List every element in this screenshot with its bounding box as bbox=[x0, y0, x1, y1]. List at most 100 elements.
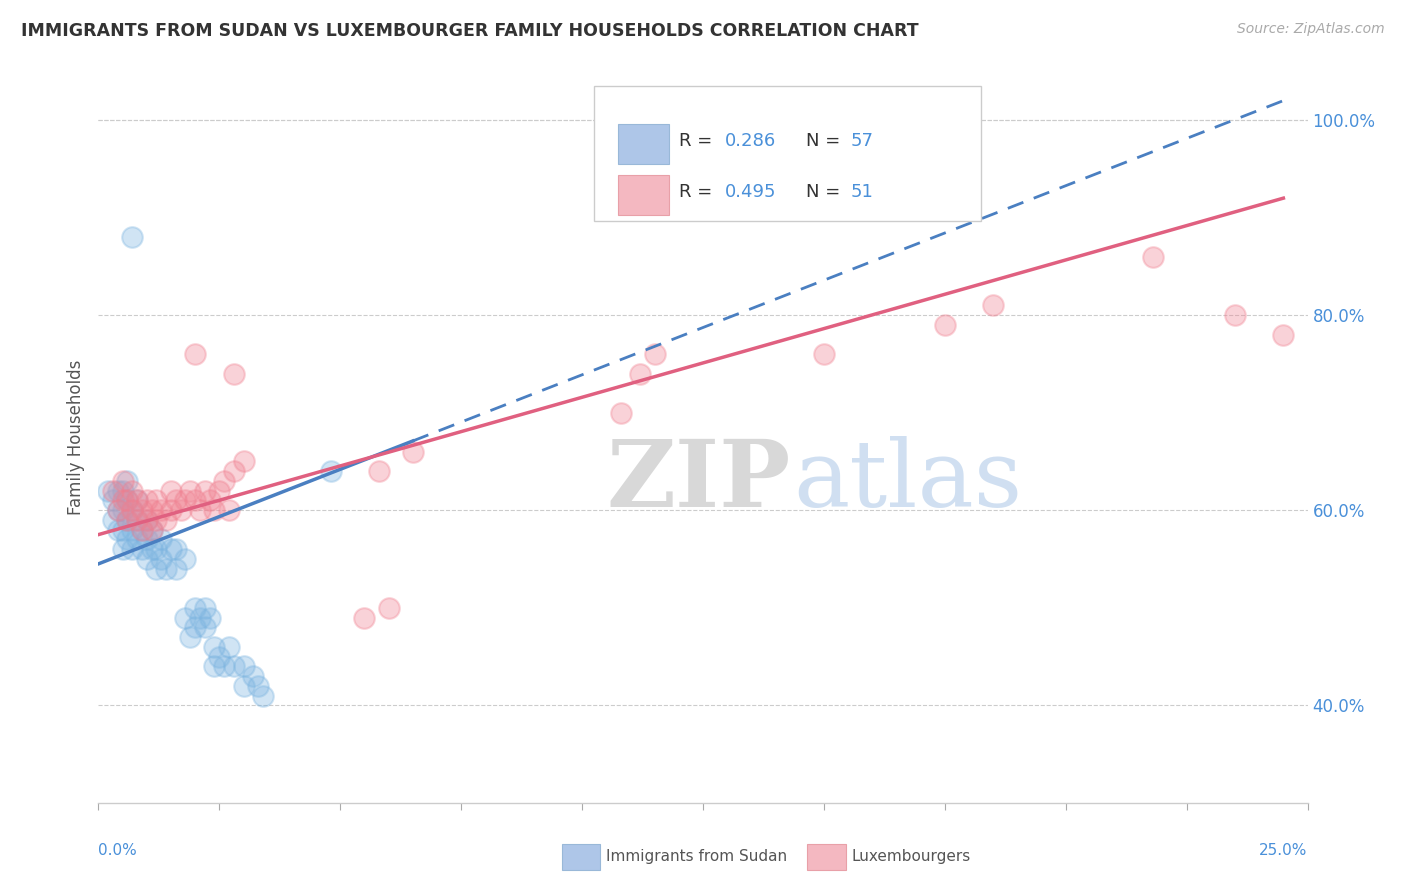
Point bbox=[145, 562, 167, 576]
Point bbox=[121, 542, 143, 557]
Point bbox=[131, 523, 153, 537]
Point bbox=[145, 513, 167, 527]
Point bbox=[111, 483, 134, 498]
Point bbox=[111, 542, 134, 557]
Point bbox=[934, 318, 956, 332]
Point bbox=[212, 474, 235, 488]
Point bbox=[121, 230, 143, 244]
Point bbox=[402, 444, 425, 458]
Point bbox=[174, 552, 197, 566]
Point bbox=[155, 513, 177, 527]
Point bbox=[150, 552, 173, 566]
Point bbox=[97, 483, 120, 498]
Point bbox=[208, 483, 231, 498]
Text: 51: 51 bbox=[851, 183, 873, 201]
Point bbox=[222, 367, 245, 381]
Point bbox=[145, 542, 167, 557]
Point bbox=[160, 483, 183, 498]
Point bbox=[194, 483, 217, 498]
Point bbox=[135, 552, 157, 566]
Point bbox=[150, 503, 173, 517]
Point bbox=[1142, 250, 1164, 264]
Point bbox=[101, 493, 124, 508]
Point bbox=[184, 347, 207, 361]
Point bbox=[1272, 327, 1295, 342]
Text: IMMIGRANTS FROM SUDAN VS LUXEMBOURGER FAMILY HOUSEHOLDS CORRELATION CHART: IMMIGRANTS FROM SUDAN VS LUXEMBOURGER FA… bbox=[21, 22, 918, 40]
Point bbox=[141, 503, 163, 517]
FancyBboxPatch shape bbox=[807, 844, 845, 870]
Point bbox=[107, 503, 129, 517]
Point bbox=[232, 679, 254, 693]
Point bbox=[121, 523, 143, 537]
Point bbox=[194, 620, 217, 634]
Point bbox=[135, 513, 157, 527]
Point bbox=[121, 483, 143, 498]
Text: ZIP: ZIP bbox=[606, 436, 790, 526]
Point bbox=[169, 503, 191, 517]
Point bbox=[242, 669, 264, 683]
Point bbox=[111, 523, 134, 537]
Point bbox=[174, 493, 197, 508]
Point bbox=[204, 659, 226, 673]
Point bbox=[184, 600, 207, 615]
Point bbox=[1223, 308, 1246, 322]
Point bbox=[111, 493, 134, 508]
Point bbox=[135, 513, 157, 527]
Point bbox=[353, 610, 375, 624]
Point bbox=[127, 513, 149, 527]
Point bbox=[165, 542, 187, 557]
Point bbox=[101, 513, 124, 527]
Point bbox=[117, 474, 139, 488]
Point bbox=[127, 513, 149, 527]
Point bbox=[208, 649, 231, 664]
Point bbox=[198, 493, 221, 508]
Text: Luxembourgers: Luxembourgers bbox=[852, 849, 972, 864]
Text: R =: R = bbox=[679, 132, 718, 150]
Point bbox=[160, 542, 183, 557]
Point bbox=[160, 503, 183, 517]
Point bbox=[165, 493, 187, 508]
Point bbox=[222, 659, 245, 673]
Point bbox=[188, 503, 211, 517]
Point bbox=[232, 659, 254, 673]
Point bbox=[117, 533, 139, 547]
Point bbox=[179, 483, 201, 498]
FancyBboxPatch shape bbox=[561, 844, 600, 870]
Point bbox=[179, 630, 201, 644]
Text: 0.495: 0.495 bbox=[724, 183, 776, 201]
Text: N =: N = bbox=[806, 183, 846, 201]
Point bbox=[155, 562, 177, 576]
Point bbox=[232, 454, 254, 468]
Point bbox=[117, 493, 139, 508]
Point bbox=[111, 503, 134, 517]
Text: N =: N = bbox=[806, 132, 846, 150]
Point bbox=[135, 493, 157, 508]
Point bbox=[107, 503, 129, 517]
FancyBboxPatch shape bbox=[595, 86, 981, 221]
Point bbox=[131, 503, 153, 517]
Point bbox=[252, 689, 274, 703]
Point bbox=[212, 659, 235, 673]
Point bbox=[218, 503, 240, 517]
Point bbox=[194, 600, 217, 615]
Point bbox=[628, 367, 651, 381]
Point bbox=[117, 513, 139, 527]
Point bbox=[247, 679, 270, 693]
Text: 0.286: 0.286 bbox=[724, 132, 776, 150]
Point bbox=[117, 493, 139, 508]
Text: 57: 57 bbox=[851, 132, 873, 150]
Point bbox=[981, 298, 1004, 312]
Text: Immigrants from Sudan: Immigrants from Sudan bbox=[606, 849, 787, 864]
Point bbox=[111, 474, 134, 488]
Point bbox=[101, 483, 124, 498]
FancyBboxPatch shape bbox=[619, 175, 669, 216]
Text: atlas: atlas bbox=[793, 436, 1024, 526]
FancyBboxPatch shape bbox=[619, 124, 669, 164]
Text: Source: ZipAtlas.com: Source: ZipAtlas.com bbox=[1237, 22, 1385, 37]
Point bbox=[141, 523, 163, 537]
Point bbox=[204, 640, 226, 654]
Point bbox=[813, 347, 835, 361]
Point bbox=[204, 503, 226, 517]
Point bbox=[377, 600, 399, 615]
Text: 0.0%: 0.0% bbox=[98, 843, 138, 858]
